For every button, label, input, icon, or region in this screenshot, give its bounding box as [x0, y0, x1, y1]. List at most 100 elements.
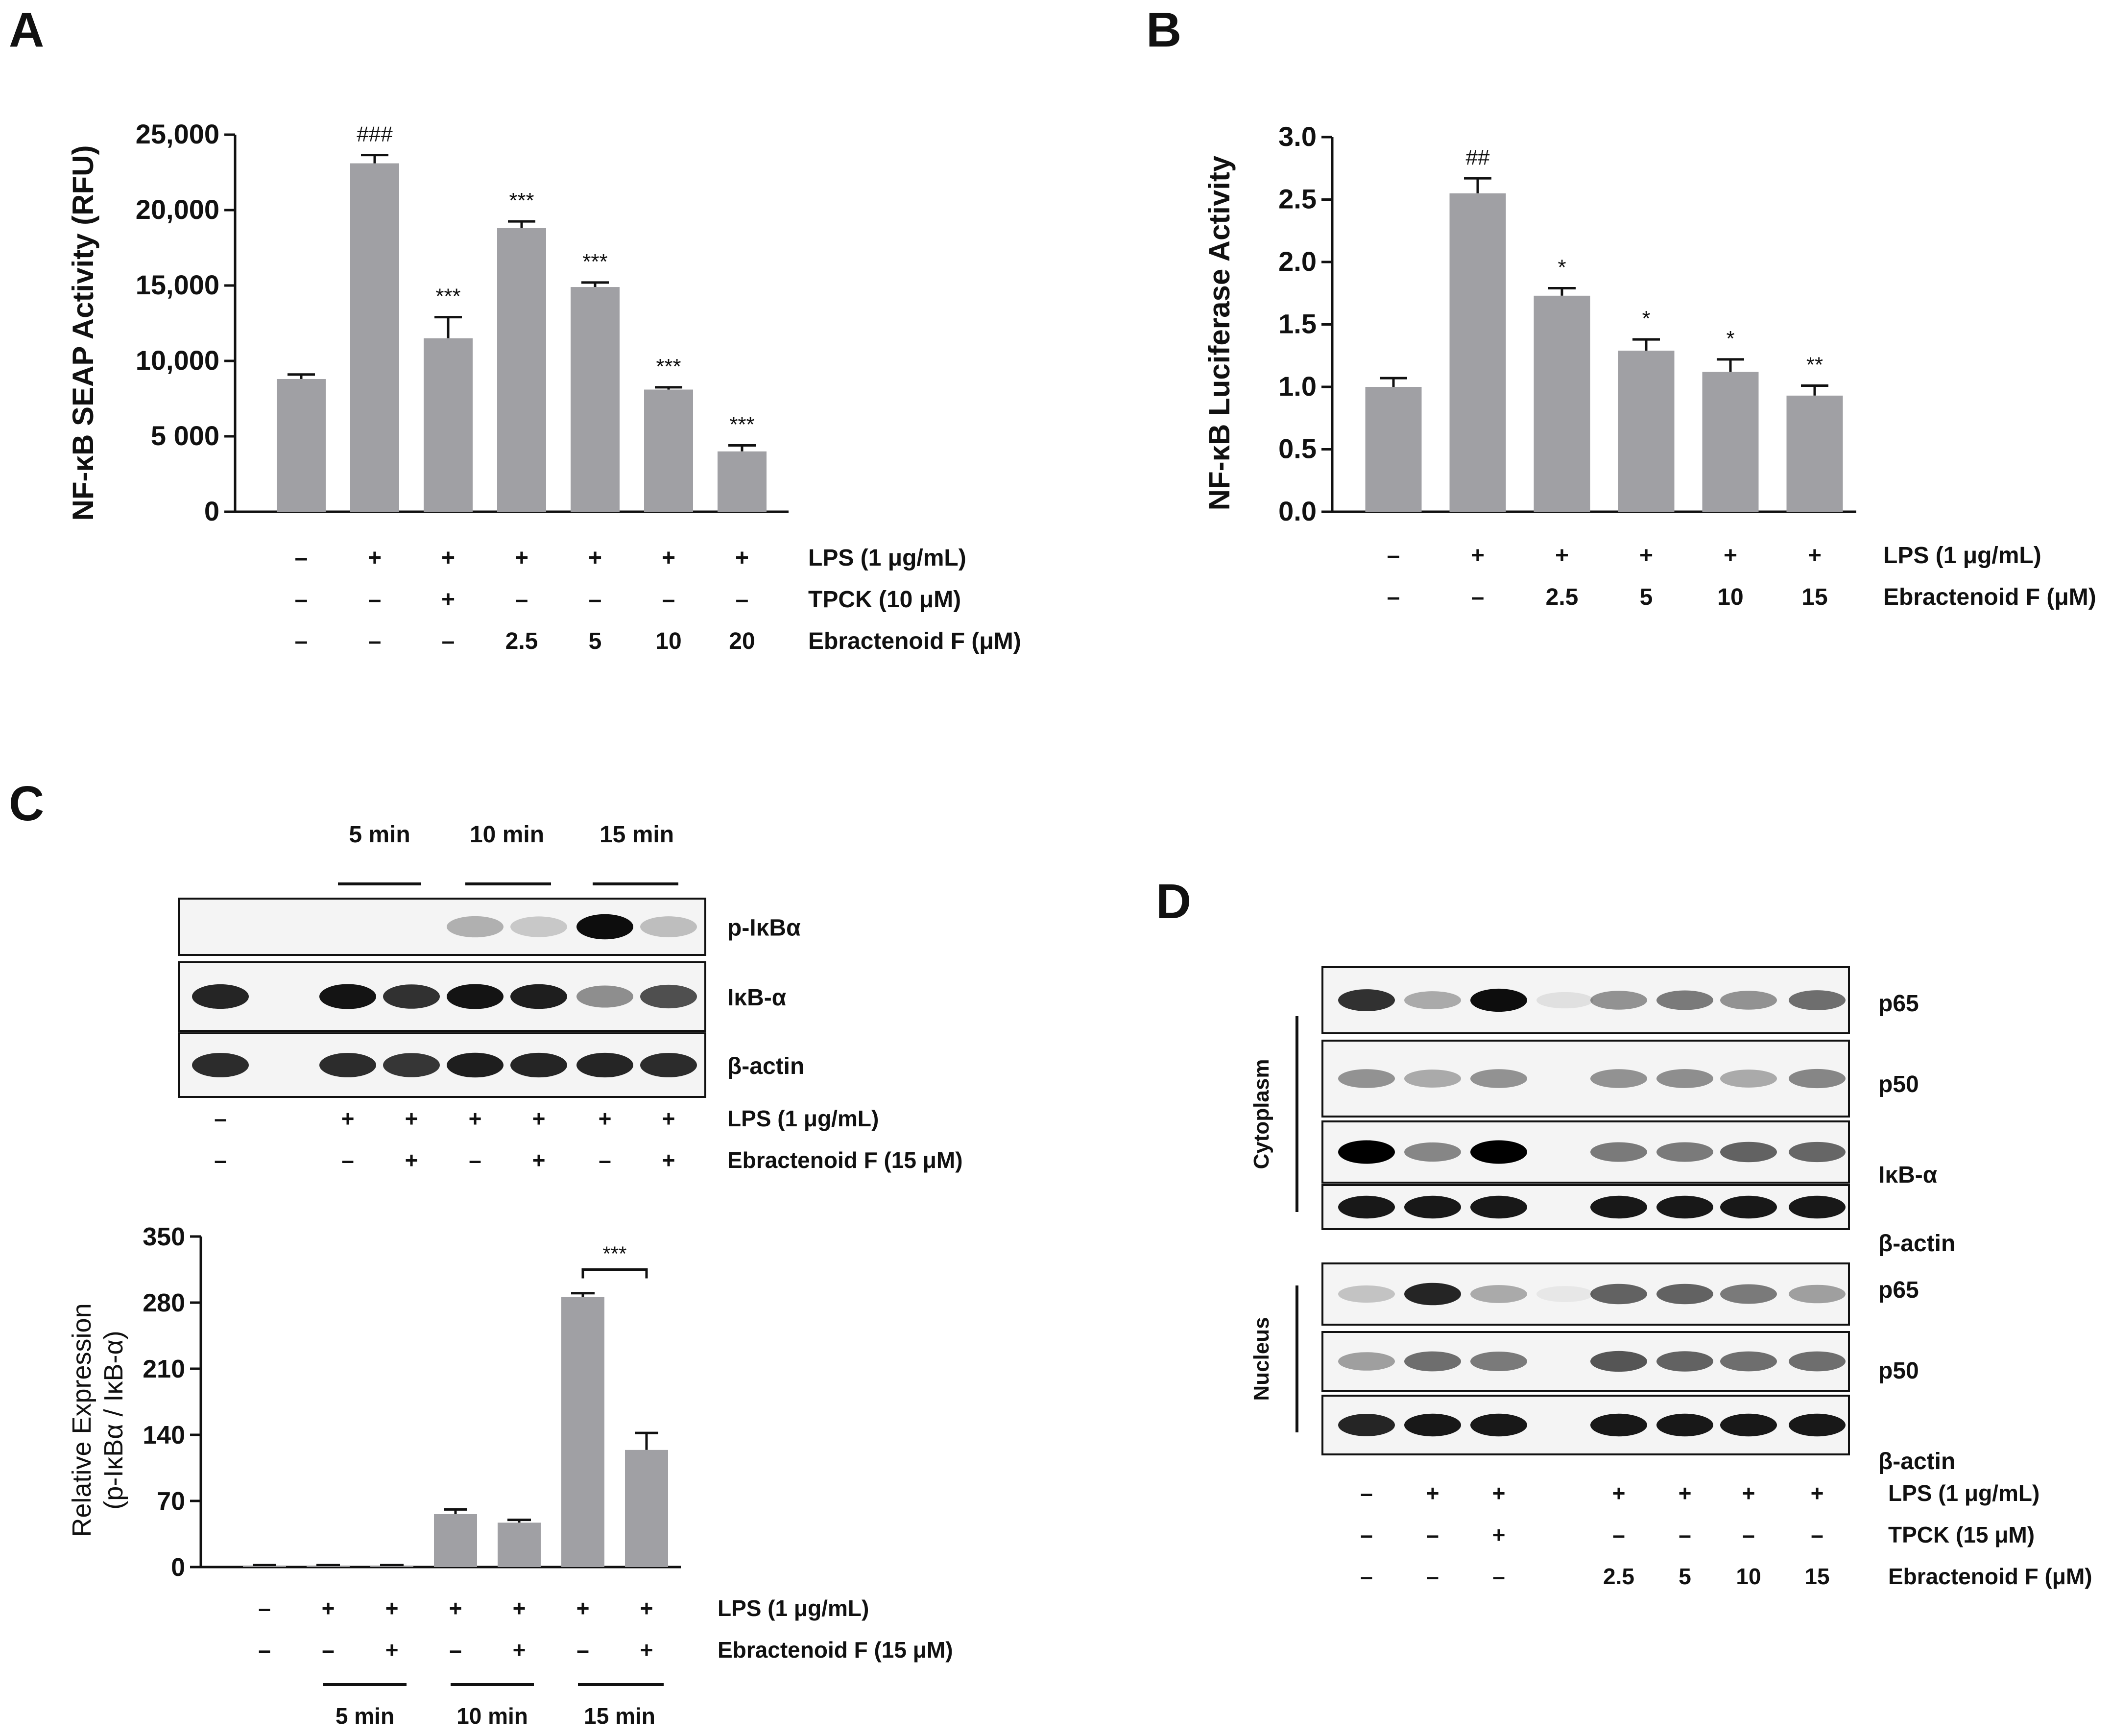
condition-symbol: +	[1555, 543, 1569, 569]
blot-band	[510, 916, 567, 937]
blot-band	[1470, 1352, 1527, 1371]
condition-symbol: +	[441, 545, 455, 571]
condition-symbol: +	[1612, 1480, 1626, 1506]
condition-symbol: –	[295, 587, 308, 613]
condition-symbol: +	[662, 1106, 675, 1131]
bar	[718, 451, 767, 512]
condition-symbol: –	[1426, 1564, 1439, 1589]
condition-symbol: 10	[1736, 1564, 1761, 1589]
condition-symbol: –	[515, 587, 528, 613]
condition-symbol: +	[662, 545, 675, 571]
significance-mark: *	[1726, 327, 1734, 351]
blot-band	[1338, 1069, 1395, 1088]
significance-mark: ***	[729, 412, 754, 436]
y-tick-label: 0	[204, 496, 219, 526]
y-tick-label: 10,000	[136, 345, 219, 376]
blot-band	[447, 916, 504, 938]
blot-label: p50	[1878, 1071, 1919, 1097]
blot-band	[1720, 991, 1777, 1010]
panel-c-ylabel-line2: (p-IκBα / IκB-α)	[99, 1331, 128, 1509]
blot-band	[1338, 1352, 1395, 1371]
condition-symbol: –	[1426, 1522, 1439, 1547]
significance-mark: ###	[357, 122, 393, 146]
condition-symbol: +	[513, 1595, 526, 1621]
blot-label: β-actin	[1878, 1449, 1955, 1474]
condition-symbol: +	[1679, 1480, 1692, 1506]
condition-symbol: –	[1612, 1522, 1625, 1547]
panel-a-condition-table: – + + + + + + LPS (1 μg/mL) – – + – – – – TPCK (10 μM) –…	[295, 545, 1021, 654]
condition-symbol: –	[1360, 1480, 1373, 1506]
condition-row-label: LPS (1 μg/mL)	[1883, 543, 2041, 569]
condition-symbol: 5	[1640, 584, 1653, 610]
condition-symbol: –	[1492, 1564, 1505, 1589]
condition-symbol: +	[405, 1147, 418, 1173]
condition-symbol: +	[405, 1106, 418, 1131]
condition-symbol: +	[588, 545, 602, 571]
group-label: Nucleus	[1249, 1317, 1273, 1401]
time-label: 10 min	[470, 822, 544, 848]
blot-band	[576, 985, 633, 1008]
blot-band	[192, 984, 249, 1009]
blot-band	[1404, 1195, 1461, 1219]
bar	[350, 163, 399, 512]
condition-symbol: –	[368, 628, 382, 654]
condition-symbol: +	[1471, 543, 1485, 569]
blot-band	[1338, 1285, 1395, 1303]
condition-row-label: TPCK (15 μM)	[1888, 1522, 2035, 1547]
blot-label: p50	[1878, 1358, 1919, 1384]
panel-c-western-blot: 5 min 10 min 15 min p-IκBα IκB-α β-actin – + + + +…	[178, 822, 963, 1173]
y-tick-label: 0	[171, 1553, 185, 1582]
condition-row-label: LPS (1 μg/mL)	[808, 545, 966, 571]
condition-symbol: –	[1387, 543, 1400, 569]
condition-symbol: –	[214, 1147, 227, 1173]
blot-band	[640, 984, 697, 1009]
condition-row-label: Ebractenoid F (15 μM)	[727, 1147, 963, 1173]
blot-band	[1720, 1195, 1777, 1219]
condition-symbol: +	[1724, 543, 1737, 569]
significance-mark: **	[1806, 353, 1823, 377]
blot-band	[1590, 1069, 1647, 1088]
blot-band	[1590, 1195, 1647, 1219]
bar	[307, 1566, 350, 1567]
condition-symbol: –	[469, 1147, 481, 1173]
panel-letter-b: B	[1146, 2, 1181, 57]
panel-a-ylabel: NF-κB SEAP Activity (RFU)	[67, 145, 99, 521]
blot-band	[1590, 1351, 1647, 1372]
blot-band	[1404, 991, 1461, 1009]
condition-row-label: Ebractenoid F (μM)	[808, 628, 1021, 654]
y-tick-label: 70	[157, 1487, 185, 1516]
blot-band	[1590, 1284, 1647, 1305]
condition-row-label: LPS (1 μg/mL)	[1888, 1480, 2039, 1506]
bar	[1702, 372, 1759, 512]
y-tick-label: 2.5	[1278, 184, 1317, 214]
bar	[434, 1514, 477, 1567]
blot-band	[1720, 1284, 1777, 1304]
blot-band	[1536, 1286, 1593, 1302]
blot-band	[510, 984, 567, 1009]
condition-symbol: –	[1679, 1522, 1691, 1547]
blot-band	[576, 914, 633, 940]
bar	[277, 379, 326, 512]
blot-band	[1656, 1069, 1713, 1088]
bar	[424, 338, 473, 512]
condition-symbol: +	[640, 1595, 653, 1621]
condition-symbol: –	[662, 587, 675, 613]
condition-symbol: +	[368, 545, 382, 571]
condition-symbol: 2.5	[505, 628, 538, 654]
condition-symbol: 10	[655, 628, 681, 654]
condition-row-label: TPCK (10 μM)	[808, 587, 961, 613]
condition-symbol: –	[576, 1637, 589, 1663]
blot-band	[1590, 1142, 1647, 1162]
panel-c-ylabel-line1: Relative Expression	[67, 1303, 96, 1537]
condition-symbol: +	[1742, 1480, 1755, 1506]
panel-b-condition-table: – + + + + + LPS (1 μg/mL) – – 2.5 5 10 15 Ebractenoid…	[1387, 543, 2096, 610]
y-tick-label: 20,000	[136, 194, 219, 225]
blot-band	[1404, 1070, 1461, 1088]
blot-band	[640, 1053, 697, 1077]
condition-symbol: 5	[589, 628, 602, 654]
condition-symbol: +	[341, 1106, 355, 1131]
condition-row-label: Ebractenoid F (μM)	[1883, 584, 2096, 610]
bar	[644, 389, 693, 512]
blot-band	[1590, 1413, 1647, 1437]
blot-band	[319, 984, 376, 1009]
